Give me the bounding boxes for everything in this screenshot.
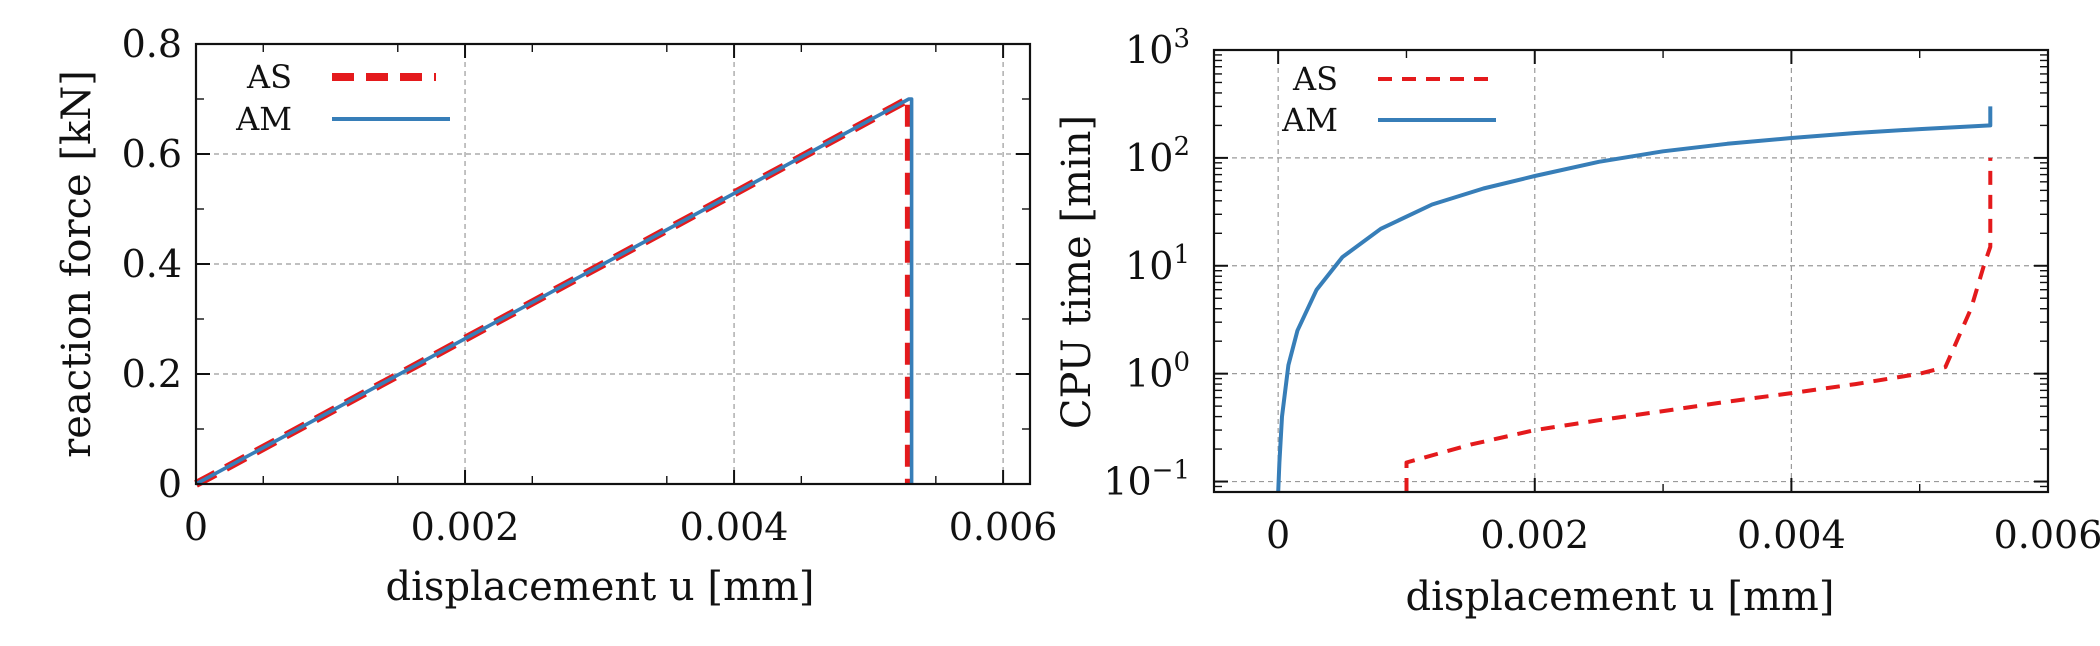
x-axis-label: displacement u [mm]	[386, 564, 815, 610]
legend-label-as: AS	[246, 58, 292, 96]
legend-label-as: AS	[1292, 60, 1338, 98]
y-tick-labels: 0 0.2 0.4 0.6 0.8	[122, 22, 182, 506]
y-axis-label: CPU time [min]	[1054, 115, 1100, 429]
x-tick-label: 0.004	[680, 505, 789, 549]
series-line-am	[195, 97, 914, 486]
x-tick-labels: 0 0.002 0.004 0.006	[1266, 513, 2100, 557]
x-tick-label: 0.002	[411, 505, 520, 549]
x-tick-label: 0	[184, 505, 208, 549]
x-tick-label: 0.002	[1480, 513, 1589, 557]
grid	[196, 44, 1030, 484]
x-tick-label: 0.006	[1994, 513, 2100, 557]
y-tick-label: 0.8	[122, 22, 182, 66]
series-line-as	[1404, 157, 1993, 492]
y-tick-label: 0	[158, 462, 182, 506]
x-tick-label: 0	[1266, 513, 1290, 557]
x-tick-label: 0.006	[949, 505, 1058, 549]
y-axis-label: reaction force [kN]	[54, 70, 100, 458]
x-tick-label: 0.004	[1737, 513, 1846, 557]
plot-frame	[1212, 48, 2050, 494]
y-tick-label: 0.6	[122, 132, 182, 176]
y-tick-label: 10−1	[1103, 456, 1190, 504]
y-tick-label: 100	[1125, 348, 1190, 396]
minor-ticks	[1214, 49, 2049, 492]
legend-label-am: AM	[1281, 101, 1338, 139]
x-tick-labels: 0 0.002 0.004 0.006	[184, 505, 1058, 549]
cpu-time-chart: 0 0.002 0.004 0.006 10−1 100 101 102 103 displa…	[1054, 24, 2100, 620]
y-tick-label: 0.2	[122, 352, 182, 396]
y-tick-label: 101	[1125, 240, 1190, 288]
legend: AS AM	[1281, 60, 1496, 139]
y-tick-label: 0.4	[122, 242, 182, 286]
y-tick-labels: 10−1 100 101 102 103	[1103, 24, 1190, 504]
plot-frame	[194, 42, 1032, 486]
series-group	[194, 95, 914, 488]
series-group	[1276, 106, 1993, 493]
y-tick-label: 102	[1125, 132, 1190, 180]
series-line-am	[1276, 106, 1993, 493]
legend: AS AM	[235, 58, 450, 138]
x-axis-label: displacement u [mm]	[1406, 574, 1835, 620]
force-displacement-chart: 0 0.002 0.004 0.006 0 0.2 0.4 0.6 0.8 displacem…	[54, 22, 1057, 610]
grid	[1214, 50, 2049, 492]
y-tick-label: 103	[1125, 24, 1190, 72]
legend-label-am: AM	[235, 100, 292, 138]
